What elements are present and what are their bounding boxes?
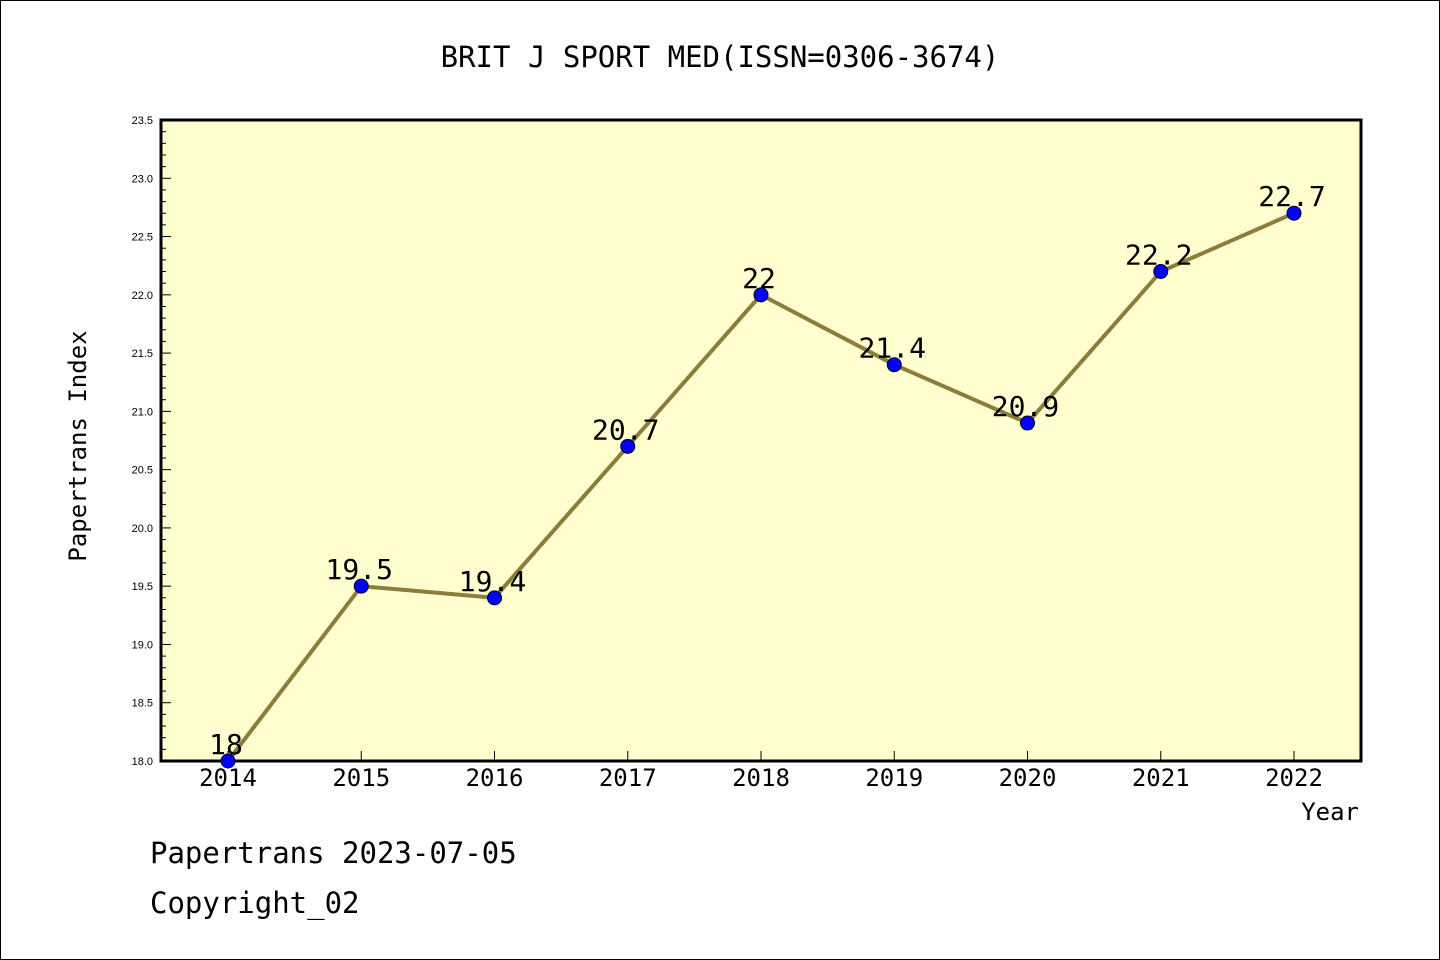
data-label: 20.7 bbox=[592, 413, 659, 446]
data-label: 21.4 bbox=[859, 332, 926, 365]
y-tick-label: 21.5 bbox=[132, 348, 153, 360]
x-axis-label: Year bbox=[1301, 798, 1359, 826]
data-points bbox=[220, 205, 1302, 769]
data-point bbox=[886, 357, 902, 373]
plot-area bbox=[159, 118, 1363, 763]
data-point bbox=[620, 438, 636, 454]
x-tick-label: 2016 bbox=[466, 764, 524, 792]
y-tick-label: 22.5 bbox=[132, 232, 153, 244]
x-tick-label: 2021 bbox=[1132, 764, 1190, 792]
x-tick-label: 2019 bbox=[865, 764, 923, 792]
y-tick-label: 19.5 bbox=[132, 581, 153, 593]
footer-copyright: Copyright_02 bbox=[150, 886, 360, 920]
x-tick-label: 2014 bbox=[199, 764, 257, 792]
y-tick-label: 20.0 bbox=[132, 523, 153, 535]
y-tick-label: 23.5 bbox=[132, 115, 153, 127]
data-label: 20.9 bbox=[992, 390, 1059, 423]
x-tick-label: 2015 bbox=[332, 764, 390, 792]
footer-date: Papertrans 2023-07-05 bbox=[150, 836, 517, 870]
x-axis: 2014 2015 2016 2017 2018 2019 2020 2021 2022 bbox=[199, 751, 1323, 792]
data-point bbox=[1286, 205, 1302, 221]
data-point bbox=[1020, 415, 1035, 431]
y-axis-label: Papertrans Index bbox=[64, 330, 92, 561]
y-axis: 18.0 18.5 19.0 19.5 20.0 20.5 21.0 21.5 22.0 22.5… bbox=[132, 115, 171, 768]
x-tick-label: 2020 bbox=[999, 764, 1057, 792]
data-label: 22.7 bbox=[1258, 180, 1325, 213]
x-tick-label: 2022 bbox=[1265, 764, 1323, 792]
data-label: 22.2 bbox=[1125, 239, 1192, 272]
y-tick-label: 19.0 bbox=[132, 639, 153, 651]
data-point bbox=[1153, 264, 1169, 280]
y-tick-label: 23.0 bbox=[132, 173, 153, 185]
data-label: 19.4 bbox=[459, 565, 526, 598]
data-labels: 18 19.5 19.4 20.7 22 21.4 20.9 22.2 22.7 bbox=[209, 180, 1326, 761]
x-tick-label: 2018 bbox=[732, 764, 790, 792]
data-label: 22 bbox=[742, 262, 776, 295]
x-tick-label: 2017 bbox=[599, 764, 657, 792]
y-tick-label: 21.0 bbox=[132, 406, 153, 418]
y-tick-label: 20.5 bbox=[132, 465, 153, 477]
chart-title: BRIT J SPORT MED(ISSN=0306-3674) bbox=[441, 40, 1000, 74]
data-point bbox=[753, 287, 769, 303]
y-tick-label: 18.0 bbox=[132, 756, 153, 768]
data-point bbox=[487, 590, 502, 606]
data-label: 19.5 bbox=[326, 553, 393, 586]
y-tick-label: 18.5 bbox=[132, 698, 153, 710]
y-tick-label: 22.0 bbox=[132, 290, 153, 302]
data-label: 18 bbox=[209, 728, 243, 761]
data-point bbox=[220, 753, 236, 769]
data-point bbox=[353, 578, 369, 594]
